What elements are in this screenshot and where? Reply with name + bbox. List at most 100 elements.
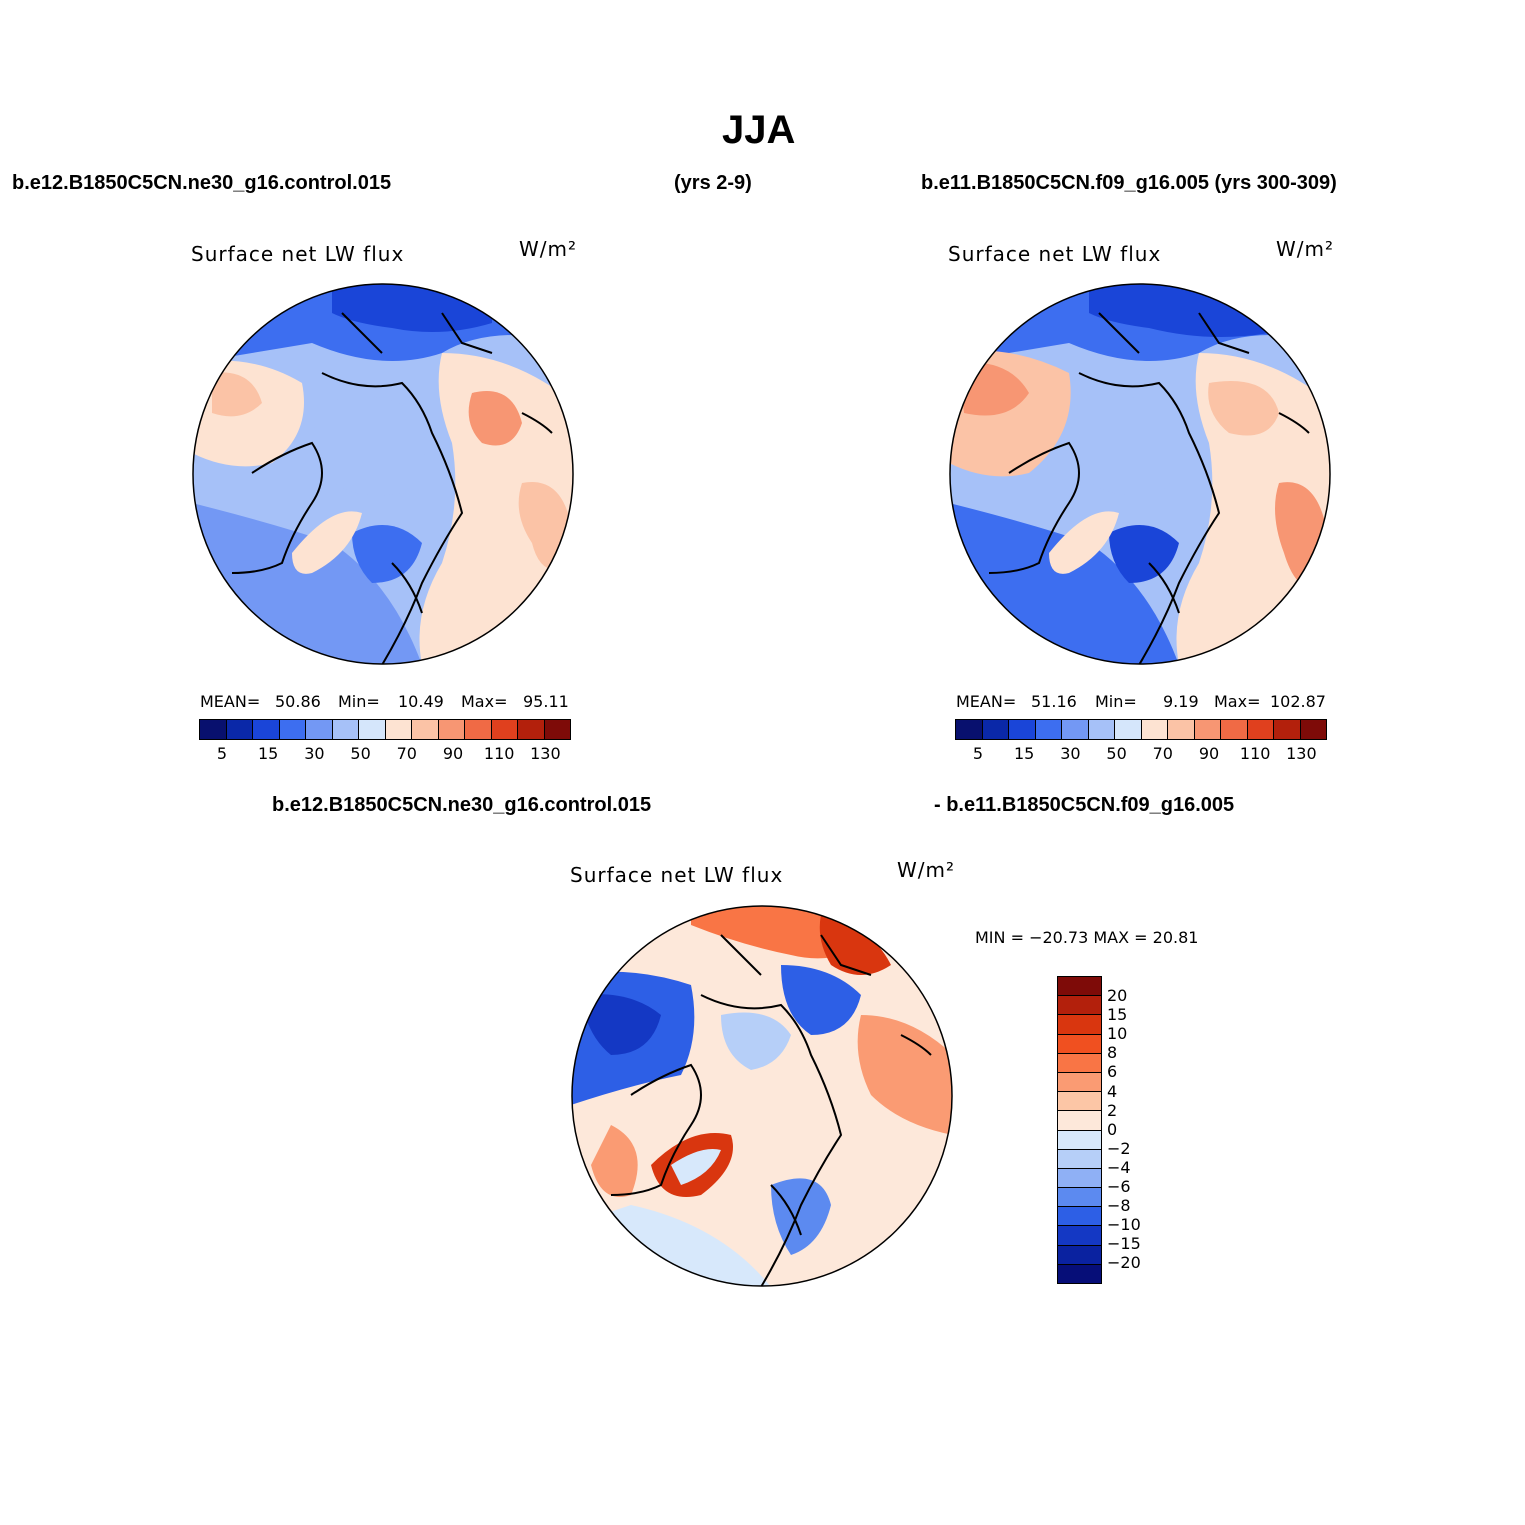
colorbar-tick-label: 30 [1060, 744, 1081, 763]
panel1-variable-title: Surface net LW flux [191, 242, 405, 266]
panel1-mean-label: MEAN= [200, 692, 261, 711]
colorbar-tick-label: 15 [258, 744, 279, 763]
panel1-polar-map [192, 283, 574, 665]
panel2-colorbar [955, 719, 1327, 740]
colorbar-tick-label: −20 [1107, 1253, 1141, 1273]
panel2-coastlines [988, 312, 1310, 664]
colorbar-swatch [1058, 1245, 1101, 1265]
colorbar-tick-label: 90 [442, 744, 464, 763]
colorbar-swatch [1058, 1188, 1101, 1208]
colorbar-swatch [1058, 1015, 1101, 1035]
colorbar-swatch [385, 720, 412, 739]
diff-coastlines [610, 934, 932, 1286]
colorbar-tick-label: 20 [1107, 986, 1128, 1005]
colorbar-swatch [412, 720, 439, 739]
colorbar-swatch [1274, 720, 1301, 739]
colorbar-swatch [1058, 1034, 1101, 1054]
colorbar-swatch [332, 720, 359, 739]
colorbar-tick-label: 15 [1107, 1005, 1128, 1025]
colorbar-tick-label: 130 [1286, 744, 1317, 763]
colorbar-tick-label: 4 [1107, 1081, 1118, 1101]
colorbar-swatch [1221, 720, 1248, 739]
colorbar-swatch [438, 720, 465, 739]
colorbar-swatch [1088, 720, 1115, 739]
colorbar-swatch [1115, 720, 1142, 739]
panel2-field-greenland-blue [1109, 525, 1179, 583]
colorbar-tick-label: 70 [396, 744, 417, 763]
colorbar-swatch [544, 720, 570, 739]
colorbar-tick-label: 5 [972, 744, 984, 763]
colorbar-swatch [1058, 1226, 1101, 1246]
colorbar-tick-label: 130 [530, 744, 561, 763]
panel2-min-label: Min= [1095, 692, 1137, 711]
header-left-case: b.e12.B1850C5CN.ne30_g16.control.015 [12, 172, 392, 194]
panel1-field-arctic [314, 396, 425, 496]
colorbar-swatch [1058, 1072, 1101, 1093]
colorbar-swatch [1058, 1149, 1101, 1169]
colorbar-swatch [491, 720, 518, 739]
diff-field-west-cold-dark [581, 994, 661, 1055]
colorbar-swatch [1058, 1207, 1101, 1227]
panel1-field-asia-warm [468, 391, 522, 446]
colorbar-swatch [1194, 720, 1221, 739]
colorbar-tick-label: −15 [1107, 1234, 1141, 1254]
colorbar-tick-label: 110 [1239, 744, 1271, 763]
diff-field-south-warm [591, 1125, 638, 1197]
panel2-field-greenland [1049, 511, 1119, 574]
panel1-colorbar [199, 719, 571, 740]
colorbar-swatch [1058, 1130, 1101, 1150]
colorbar-tick-label: 0 [1107, 1119, 1118, 1139]
panel1-max-value: 95.11 [523, 692, 569, 711]
panel1-units: W/m² [519, 237, 578, 261]
colorbar-tick-label: −8 [1107, 1196, 1131, 1216]
panel2-mean-label: MEAN= [956, 692, 1017, 711]
diff-colorbar [1057, 976, 1102, 1284]
colorbar-swatch [518, 720, 545, 739]
colorbar-tick-label: −6 [1107, 1177, 1131, 1196]
colorbar-tick-label: 2 [1107, 1100, 1118, 1120]
panel1-field-greenland-blue [352, 525, 422, 583]
colorbar-swatch [359, 720, 386, 739]
diff-variable-title: Surface net LW flux [570, 863, 784, 887]
diff-header-left: b.e12.B1850C5CN.ne30_g16.control.015 [272, 794, 652, 816]
panel2-polar-map [949, 283, 1331, 665]
panel1-min-label: Min= [338, 692, 380, 711]
diff-field-greenland-cold [671, 1149, 721, 1185]
panel1-min-value: 10.49 [398, 692, 444, 711]
panel2-units: W/m² [1276, 237, 1335, 261]
colorbar-swatch [1009, 720, 1036, 739]
colorbar-swatch [200, 720, 227, 739]
colorbar-swatch [253, 720, 280, 739]
colorbar-tick-label: 110 [483, 744, 515, 763]
colorbar-swatch [1058, 1264, 1101, 1283]
colorbar-swatch [1058, 1092, 1101, 1112]
colorbar-swatch [956, 720, 983, 739]
panel1-max-label: Max= [461, 692, 508, 711]
diff-field-northeast-cold [781, 965, 861, 1035]
colorbar-tick-label: 15 [1014, 744, 1035, 763]
diff-header-right: - b.e11.B1850C5CN.f09_g16.005 [934, 794, 1235, 816]
colorbar-swatch [1168, 720, 1195, 739]
colorbar-swatch [1058, 1168, 1101, 1189]
colorbar-tick-label: 90 [1198, 744, 1220, 763]
header-years: (yrs 2-9) [674, 172, 752, 194]
colorbar-tick-label: 50 [1106, 744, 1127, 763]
colorbar-tick-label: 50 [350, 744, 371, 763]
panel1-coastlines [231, 312, 553, 664]
panel1-field-west-warm2 [212, 372, 262, 417]
panel1-field-greenland [292, 511, 362, 574]
colorbar-swatch [982, 720, 1009, 739]
colorbar-swatch [1300, 720, 1326, 739]
diff-minmax: MIN = −20.73 MAX = 20.81 [975, 928, 1199, 947]
diff-field-east-warm [857, 1015, 952, 1135]
colorbar-swatch [465, 720, 492, 739]
colorbar-swatch [1058, 1111, 1101, 1131]
colorbar-swatch [1058, 996, 1101, 1016]
colorbar-swatch [1058, 1053, 1101, 1073]
panel2-field-asia-warm [1208, 381, 1279, 436]
colorbar-tick-label: −2 [1107, 1138, 1131, 1158]
colorbar-swatch [1058, 977, 1101, 997]
diff-polar-map [571, 905, 953, 1287]
panel2-mean-value: 51.16 [1031, 692, 1077, 711]
header-right-case: b.e11.B1850C5CN.f09_g16.005 (yrs 300-309… [921, 172, 1337, 194]
